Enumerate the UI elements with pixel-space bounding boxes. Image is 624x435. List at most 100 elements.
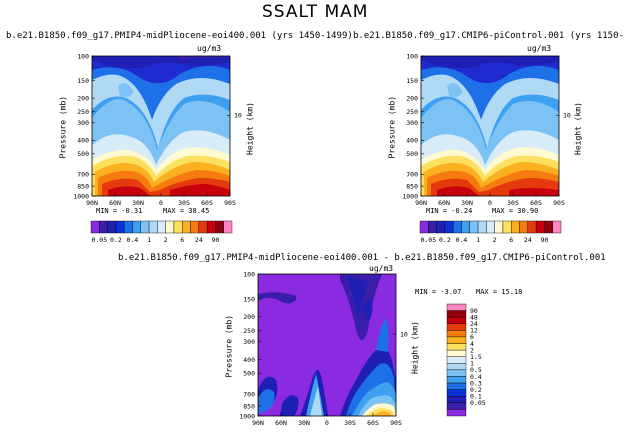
colorbar-swatch	[446, 303, 467, 311]
panel3-y2label: Height (km)	[410, 321, 420, 374]
x-tick-label: 30S	[507, 199, 519, 207]
colorbar-swatch	[527, 220, 537, 234]
y-tick-label: 500	[243, 370, 255, 378]
colorbar-label: 6	[470, 333, 474, 341]
colorbar-label: 24	[470, 320, 478, 328]
x-tick-label: 0	[159, 199, 163, 207]
colorbar-swatch	[446, 369, 467, 377]
panel2-max: MAX = 30.90	[492, 207, 539, 215]
y-tick-label: 700	[406, 171, 418, 179]
colorbar-label: 0.4	[456, 236, 468, 244]
colorbar-swatch	[157, 220, 166, 234]
y2-tick-label: 10	[234, 112, 242, 120]
colorbar-swatch	[446, 310, 467, 318]
panel1-contours	[92, 56, 230, 196]
colorbar-swatch	[446, 330, 467, 338]
colorbar-swatch	[215, 220, 224, 234]
x-tick-label: 90N	[252, 419, 264, 427]
panel2-units: ug/m3	[527, 44, 552, 53]
y-tick-label: 300	[243, 338, 255, 346]
colorbar-label: 2	[164, 236, 168, 244]
colorbar-swatch	[173, 220, 183, 234]
panel3-max: MAX = 15.18	[476, 288, 523, 296]
y-tick-label: 850	[243, 402, 255, 410]
x-tick-label: 30N	[298, 419, 310, 427]
colorbar-label: 0.4	[127, 236, 139, 244]
colorbar-label: 1.5	[470, 353, 482, 361]
colorbar-swatch	[446, 356, 467, 364]
y-tick-label: 200	[77, 94, 89, 102]
y-tick-label: 200	[243, 313, 255, 321]
x-tick-label: 30S	[178, 199, 190, 207]
colorbar-label: 0.2	[110, 236, 122, 244]
y-tick-label: 300	[77, 119, 89, 127]
y-tick-label: 150	[77, 77, 89, 85]
x-tick-label: 30N	[132, 199, 144, 207]
colorbar-swatch	[446, 316, 467, 324]
panel3-ylabel: Pressure (mb)	[224, 314, 234, 378]
colorbar-label: 24	[195, 236, 203, 244]
colorbar-label: 0.2	[439, 236, 451, 244]
y-tick-label: 250	[77, 108, 89, 116]
panel3-contours	[258, 274, 396, 416]
colorbar-swatch	[446, 376, 467, 384]
colorbar-swatch	[552, 220, 562, 234]
colorbar-swatch	[446, 349, 467, 357]
colorbar-swatch	[446, 336, 467, 344]
colorbar-label: 24	[524, 236, 532, 244]
panel3-title: b.e21.B1850.f09_g17.PMIP4-midPliocene-eo…	[118, 253, 606, 263]
colorbar-swatch	[446, 323, 467, 331]
colorbar-swatch	[165, 220, 175, 234]
colorbar-swatch	[535, 220, 545, 234]
colorbar-swatch	[446, 402, 467, 410]
axes-layer: 90N 60N 30N 0 30S 60S 90S100150200250300400500…	[73, 52, 571, 427]
x-tick-label: 60S	[201, 199, 213, 207]
colorbar-swatch	[452, 220, 462, 234]
colorbar-swatch	[494, 220, 504, 234]
y-tick-label: 400	[243, 356, 255, 364]
colorbar-label: 1	[476, 236, 480, 244]
x-tick-label: 0	[325, 419, 329, 427]
colorbar-swatch	[190, 220, 200, 234]
panel1-max: MAX = 38.45	[163, 207, 210, 215]
x-tick-label: 90S	[224, 199, 236, 207]
colorbar-swatch	[477, 220, 487, 234]
y-tick-label: 100	[77, 52, 89, 60]
panel1-title: b.e21.B1850.f09_g17.PMIP4-midPliocene-eo…	[6, 31, 353, 41]
panel2-ylabel: Pressure (mb)	[387, 95, 397, 159]
y-tick-label: 150	[243, 295, 255, 303]
y-tick-label: 500	[406, 150, 418, 158]
y-tick-label: 1000	[239, 412, 255, 420]
colorbar-label: 48	[470, 313, 478, 321]
x-tick-label: 60S	[530, 199, 542, 207]
panel2-min: MIN = -0.24	[426, 207, 473, 215]
y-tick-label: 850	[77, 182, 89, 190]
colorbar-swatch	[446, 363, 467, 371]
colorbar-label: 0.05	[91, 236, 107, 244]
y-tick-label: 400	[77, 137, 89, 145]
colorbar-swatch	[446, 409, 467, 417]
colorbar-swatch	[519, 220, 529, 234]
colorbar-swatch	[419, 220, 429, 234]
panel1-min: MIN = -0.31	[96, 207, 143, 215]
colorbar-label: 4	[470, 340, 474, 348]
panel3-min: MIN = -3.07	[415, 288, 462, 296]
y-tick-label: 250	[243, 327, 255, 335]
colorbar-swatch	[123, 220, 133, 234]
colorbar-label: 90	[211, 236, 219, 244]
x-tick-label: 60N	[438, 199, 450, 207]
panel2-title: b.e21.B1850.f09_g17.CMIP6-piControl.001 …	[353, 31, 624, 41]
colorbar-swatch	[140, 220, 150, 234]
colorbar-swatch	[446, 389, 467, 397]
y-tick-label: 300	[406, 119, 418, 127]
colorbar-label: 2	[470, 346, 474, 354]
colorbar-label: 0.05	[470, 399, 486, 407]
x-tick-label: 30S	[344, 419, 356, 427]
y2-tick-label: 10	[563, 112, 571, 120]
colorbar-swatch	[444, 220, 454, 234]
colorbar-swatch	[446, 343, 467, 351]
y2-tick-label: 10	[400, 330, 408, 338]
x-tick-label: 90N	[86, 199, 98, 207]
colorbar-label: 1	[147, 236, 151, 244]
x-tick-label: 60N	[109, 199, 121, 207]
